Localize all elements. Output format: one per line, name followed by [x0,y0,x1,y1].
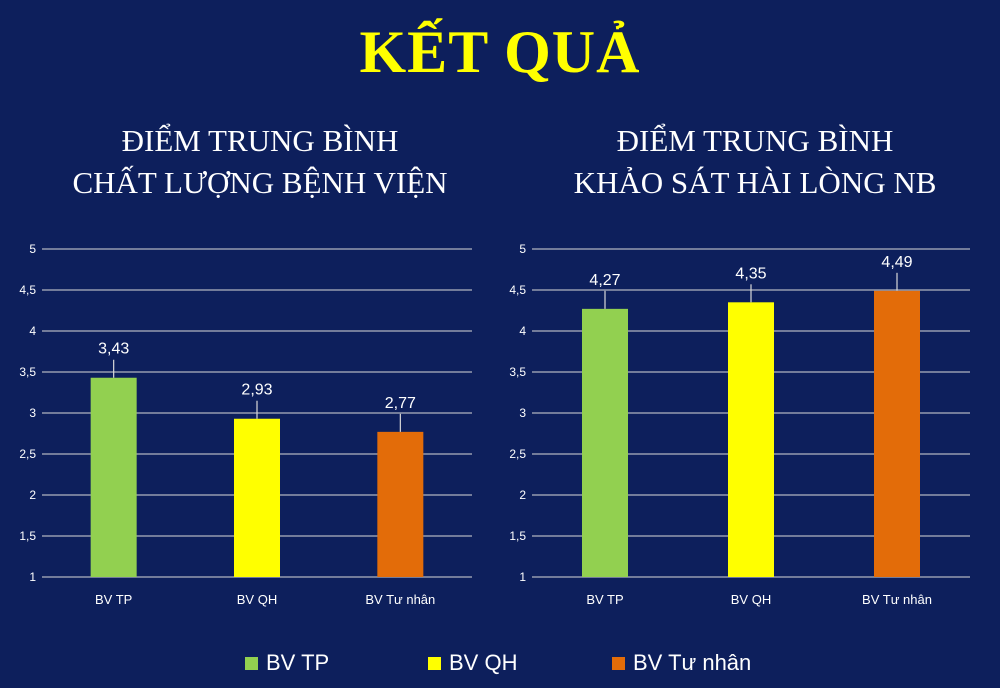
bar [90,377,137,577]
y-tick-label: 3,5 [19,365,36,379]
x-category-label: BV Tư nhân [365,592,435,607]
legend: BV TP BV QH BV Tư nhân [0,650,1000,684]
y-tick-label: 4 [519,324,526,338]
y-tick-label: 2,5 [19,447,36,461]
y-tick-label: 5 [519,242,526,256]
y-tick-label: 2,5 [509,447,526,461]
slide-title: KẾT QUẢ [359,19,641,85]
bar [377,431,424,577]
data-label: 4,27 [589,272,620,289]
legend-label: BV TP [266,650,330,675]
legend-swatch [612,656,625,670]
y-tick-label: 1 [519,570,526,584]
legend-swatch [245,656,258,670]
legend-label: BV QH [449,650,518,675]
data-label: 4,49 [881,254,912,271]
bar [582,308,628,577]
y-tick-label: 3 [519,406,526,420]
legend-item-bv-tp: BV TP [245,650,329,676]
y-tick-label: 5 [29,242,36,256]
chart-title-line: KHẢO SÁT HÀI LÒNG NB [573,165,937,200]
chart-title-line: ĐIỂM TRUNG BÌNH [121,123,399,158]
x-category-label: BV Tư nhân [862,592,932,607]
y-tick-label: 1 [29,570,36,584]
y-tick-label: 1,5 [19,529,36,543]
bar [728,302,774,577]
data-label: 2,77 [385,395,416,412]
data-label: 2,93 [241,382,272,399]
chart-title-line: ĐIỂM TRUNG BÌNH [616,123,894,158]
legend-item-bv-qh: BV QH [428,650,517,676]
x-category-label: BV TP [586,592,623,607]
y-tick-label: 2 [29,488,36,502]
data-label: 3,43 [98,341,129,358]
bar [234,418,280,577]
legend-label: BV Tư nhân [633,650,752,675]
y-tick-label: 1,5 [509,529,526,543]
bar [874,290,920,577]
chart-title-quality: ĐIỂM TRUNG BÌNH CHẤT LƯỢNG BỆNH VIỆN [10,120,510,204]
x-category-label: BV QH [237,592,277,607]
legend-swatch [428,656,441,670]
y-tick-label: 4 [29,324,36,338]
y-tick-label: 2 [519,488,526,502]
y-tick-label: 3 [29,406,36,420]
chart-title-line: CHẤT LƯỢNG BỆNH VIỆN [72,165,448,200]
y-tick-label: 3,5 [509,365,526,379]
data-label: 4,35 [735,265,766,282]
legend-item-bv-tu-nhan: BV Tư nhân [612,650,751,676]
chart-title-satisfaction: ĐIỂM TRUNG BÌNH KHẢO SÁT HÀI LÒNG NB [505,120,1000,204]
x-category-label: BV QH [731,592,771,607]
y-tick-label: 4,5 [509,283,526,297]
y-tick-label: 4,5 [19,283,36,297]
x-category-label: BV TP [95,592,132,607]
